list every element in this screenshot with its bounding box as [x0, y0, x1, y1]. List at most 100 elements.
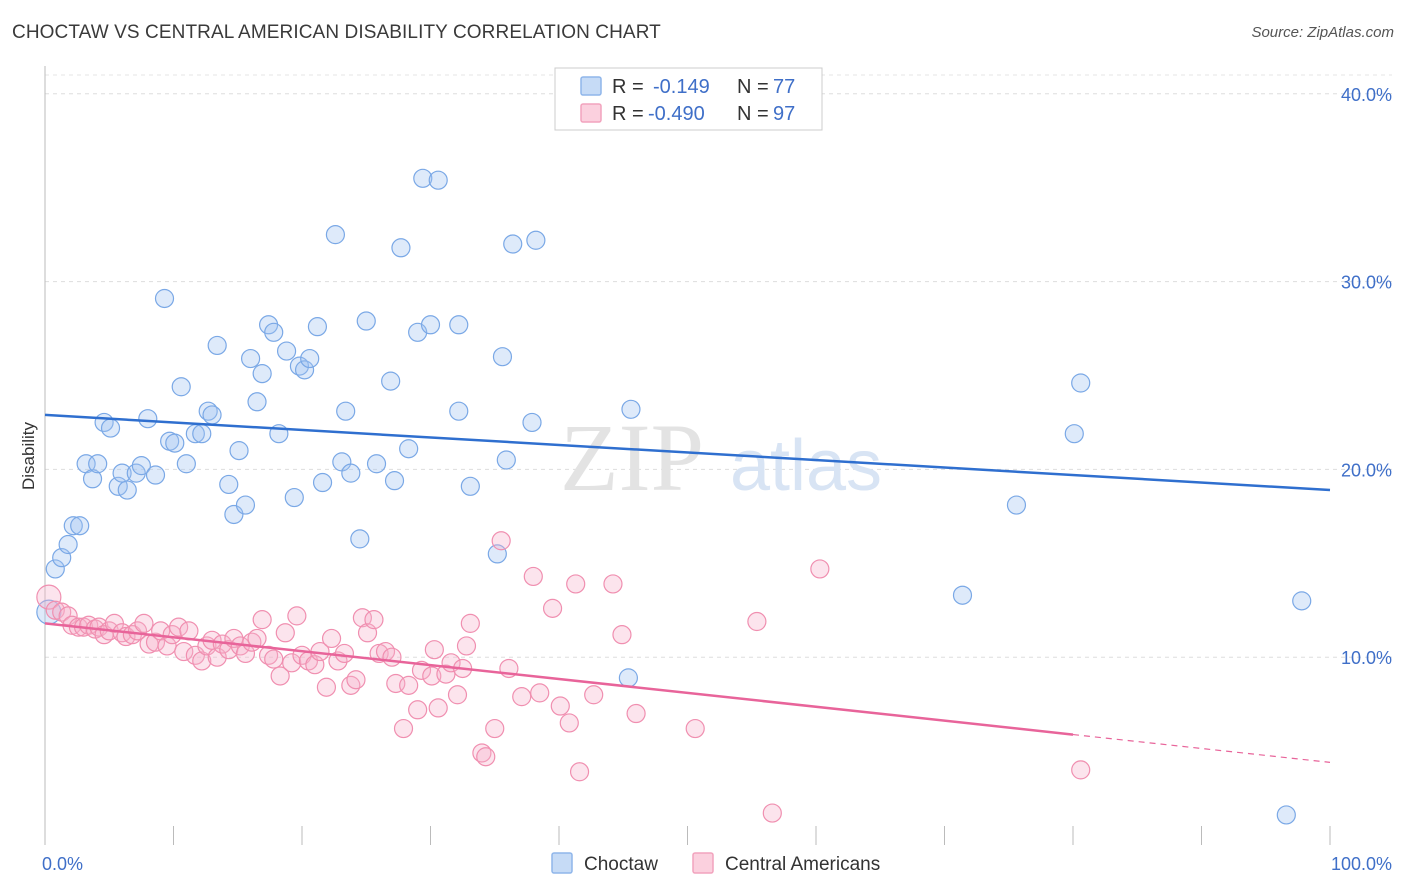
data-point	[559, 713, 579, 733]
data-point	[1071, 760, 1091, 780]
data-point	[476, 747, 496, 767]
data-point	[399, 675, 419, 695]
data-point	[289, 356, 310, 376]
chart-source: Source: ZipAtlas.com	[1251, 24, 1394, 41]
data-point	[762, 803, 782, 823]
data-point	[45, 559, 65, 579]
data-point	[325, 225, 346, 245]
data-point	[154, 288, 175, 309]
data-point	[449, 401, 469, 421]
data-point	[566, 574, 586, 594]
series-choctaw	[36, 168, 1312, 825]
x-tick-label: 100.0%	[1331, 854, 1392, 874]
data-point	[472, 743, 492, 763]
data-point	[381, 371, 401, 391]
data-point	[202, 405, 222, 425]
data-point	[366, 454, 387, 474]
bottom-legend-swatch-choctaw	[551, 852, 573, 874]
series-central-americans	[36, 531, 1091, 823]
bottom-legend-label-central-americans: Central Americans	[725, 854, 880, 875]
data-point	[174, 641, 194, 662]
data-point	[530, 683, 550, 703]
data-point	[422, 666, 442, 686]
data-point	[1292, 591, 1312, 611]
data-point	[235, 495, 256, 515]
data-point	[321, 628, 342, 649]
data-point	[460, 476, 480, 496]
data-point	[346, 670, 366, 690]
data-point	[58, 534, 78, 555]
legend-swatch-choctaw	[580, 76, 602, 96]
watermark: ZIP atlas	[560, 404, 882, 511]
data-point	[287, 606, 307, 626]
data-point	[312, 472, 333, 493]
legend-r-value: -0.149	[653, 76, 710, 98]
data-point	[241, 348, 261, 369]
data-point	[456, 636, 477, 656]
data-point	[176, 454, 196, 474]
legend-n-label: N =	[737, 76, 769, 98]
trend-line	[44, 622, 1074, 736]
data-point	[523, 566, 543, 587]
data-point	[428, 170, 448, 190]
data-point	[341, 675, 361, 695]
data-point	[1064, 424, 1084, 444]
data-point	[503, 234, 523, 254]
data-point	[952, 585, 973, 605]
data-point	[63, 516, 83, 536]
data-point	[82, 469, 103, 489]
data-point	[100, 418, 121, 438]
bottom-legend-label-choctaw: Choctaw	[584, 854, 658, 875]
data-point	[485, 718, 505, 739]
series-layer	[36, 168, 1312, 825]
data-point	[264, 649, 284, 669]
data-point	[408, 700, 428, 720]
data-point	[219, 474, 239, 495]
data-point	[584, 685, 604, 705]
data-point	[391, 238, 411, 258]
data-point	[252, 364, 272, 384]
data-point	[447, 685, 468, 705]
legend-n-value: 97	[773, 103, 795, 125]
x-tick-label: 0.0%	[42, 854, 83, 874]
data-point	[491, 531, 511, 551]
data-point	[350, 529, 370, 549]
data-point	[127, 621, 148, 641]
data-point	[117, 480, 137, 500]
data-point	[496, 450, 516, 470]
tick-labels: 10.0% 20.0% 30.0% 40.0% 0.0% 100.0%	[42, 85, 1392, 874]
y-tick-label: 40.0%	[1341, 85, 1392, 105]
data-point	[428, 698, 448, 718]
y-axis-title: Disability	[19, 421, 38, 490]
legend-swatch-central-americans	[580, 103, 602, 123]
data-point	[550, 696, 570, 716]
data-point	[393, 718, 414, 739]
data-point	[424, 640, 444, 660]
data-point	[275, 623, 295, 643]
data-point	[356, 311, 376, 331]
data-point	[810, 559, 830, 579]
watermark-zip: ZIP	[560, 404, 704, 511]
data-point	[169, 617, 189, 637]
y-tick-label: 10.0%	[1341, 648, 1392, 668]
data-point	[229, 441, 249, 461]
data-point	[252, 610, 272, 630]
data-point	[145, 632, 166, 652]
trend-line	[44, 413, 1331, 492]
data-point	[492, 347, 513, 367]
axes	[44, 66, 1331, 845]
data-point	[264, 322, 284, 342]
data-point	[413, 168, 433, 188]
data-point	[207, 335, 227, 356]
data-point	[512, 687, 532, 707]
data-point	[626, 703, 646, 724]
trend-layer	[44, 413, 1331, 763]
data-point	[384, 471, 405, 491]
data-point	[685, 718, 705, 739]
data-point	[522, 412, 542, 433]
data-point	[198, 401, 218, 421]
data-point	[192, 651, 212, 671]
data-point	[341, 463, 361, 483]
data-point	[449, 315, 469, 335]
data-point	[542, 598, 563, 618]
